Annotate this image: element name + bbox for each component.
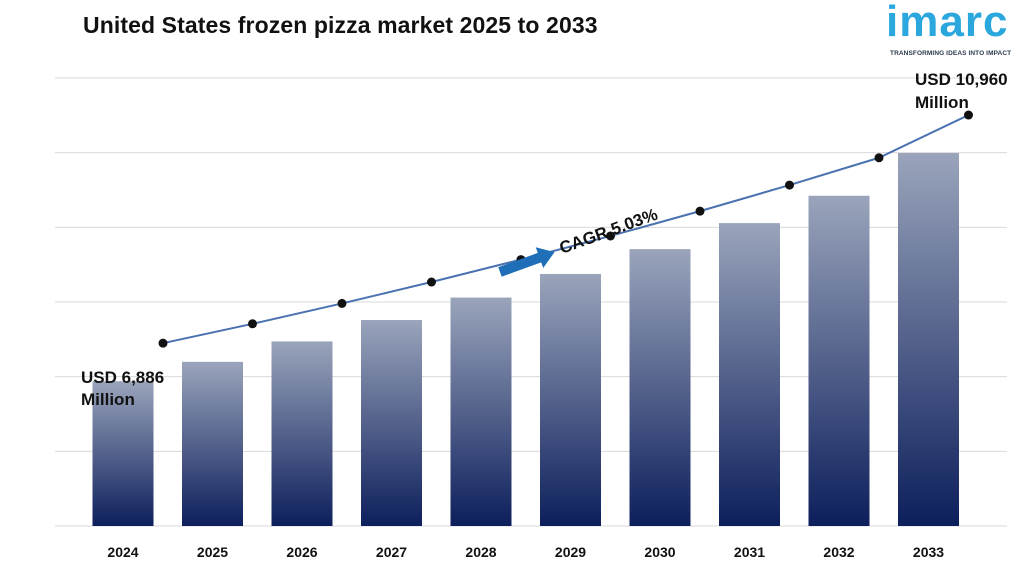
trend-point-2024	[158, 338, 168, 348]
x-tick-label: 2028	[465, 544, 496, 560]
x-tick-label: 2033	[913, 544, 944, 560]
trend-point-2027	[427, 277, 436, 287]
trend-line	[158, 110, 973, 348]
x-axis-ticks: 2024 2025 2026 2027 2028 2029 2030 2031 2032 2033	[107, 544, 944, 560]
bar-2032	[808, 195, 870, 526]
trend-point-2026	[337, 298, 347, 308]
trend-point-2029	[606, 231, 615, 241]
chart-title: United States frozen pizza market 2025 t…	[83, 12, 598, 38]
bar-2025	[182, 361, 243, 526]
bars	[92, 153, 959, 527]
end-unit-label: Million	[915, 93, 969, 112]
bar-2024	[92, 381, 154, 526]
end-value-label: USD 10,960	[915, 70, 1008, 89]
trend-point-2025	[248, 319, 257, 329]
x-tick-label: 2026	[286, 544, 317, 560]
logo-wordmark: imarc	[886, 0, 1009, 46]
x-tick-label: 2029	[555, 544, 586, 560]
start-value-label: USD 6,886	[81, 368, 164, 387]
cagr-arrow-icon	[498, 247, 555, 277]
bar-2030	[629, 249, 691, 527]
x-tick-label: 2025	[197, 544, 228, 560]
x-tick-label: 2027	[376, 544, 407, 560]
bar-2027	[361, 320, 422, 526]
trend-point-2031	[785, 180, 794, 190]
logo-tagline: TRANSFORMING IDEAS INTO IMPACT	[890, 50, 1012, 57]
x-tick-label: 2031	[734, 544, 765, 560]
trend-polyline	[162, 114, 969, 345]
x-tick-label: 2032	[823, 544, 854, 560]
trend-point-2032	[874, 153, 884, 163]
bar-2028	[450, 297, 512, 526]
bar-2029	[540, 273, 601, 526]
x-tick-label: 2030	[644, 544, 675, 560]
trend-point-2030	[695, 206, 705, 216]
x-tick-label: 2024	[107, 544, 138, 560]
bar-2026	[271, 341, 333, 526]
bar-2033	[898, 153, 959, 527]
imarc-logo: imarc TRANSFORMING IDEAS INTO IMPACT	[884, 0, 1020, 64]
bar-2031	[719, 223, 780, 526]
trend-point-2033	[964, 110, 973, 120]
start-unit-label: Million	[81, 390, 135, 409]
